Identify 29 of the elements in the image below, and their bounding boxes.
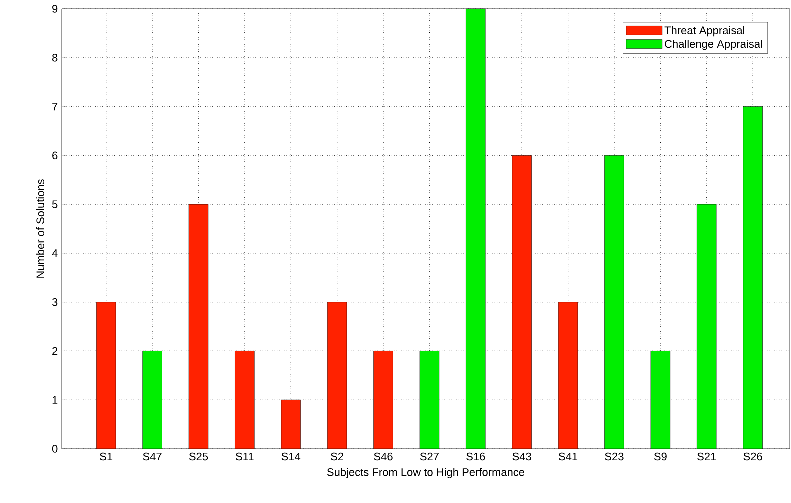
x-tick-label: S16	[466, 452, 486, 461]
x-tick-label: S11	[236, 452, 254, 461]
y-tick-label: 2	[52, 347, 58, 356]
y-tick-label: 3	[52, 298, 58, 306]
y-tick-label: 4	[52, 250, 58, 258]
x-tick-label: S1	[100, 452, 113, 461]
y-axis-title: Number of Solutions	[36, 180, 44, 278]
y-tick-label: 7	[52, 103, 58, 111]
x-tick-label: S46	[374, 452, 393, 461]
x-tick-label: S21	[698, 452, 716, 461]
legend-label: Threat Appraisal	[664, 26, 744, 37]
x-tick-label: S14	[282, 452, 301, 461]
y-tick-label: 8	[52, 54, 58, 62]
x-tick-label: S25	[189, 452, 208, 461]
legend-label: Challenge Appraisal	[665, 40, 762, 50]
x-tick-label: S27	[420, 452, 439, 461]
y-tick-label: 1	[52, 396, 58, 404]
x-tick-label: S26	[744, 452, 762, 461]
y-tick-label: 6	[52, 152, 58, 160]
x-tick-label: S47	[143, 452, 162, 461]
x-tick-label: S23	[605, 452, 624, 461]
x-tick-label: S41	[558, 452, 578, 461]
y-tick-label: 5	[52, 200, 58, 208]
x-tick-label: S2	[331, 452, 344, 461]
x-tick-label: S9	[654, 452, 667, 461]
y-tick-label: 9	[52, 5, 58, 13]
x-axis-title: Subjects From Low to High Performance	[327, 468, 525, 478]
x-tick-label: S43	[512, 452, 532, 461]
y-tick-label: 0	[52, 445, 58, 453]
